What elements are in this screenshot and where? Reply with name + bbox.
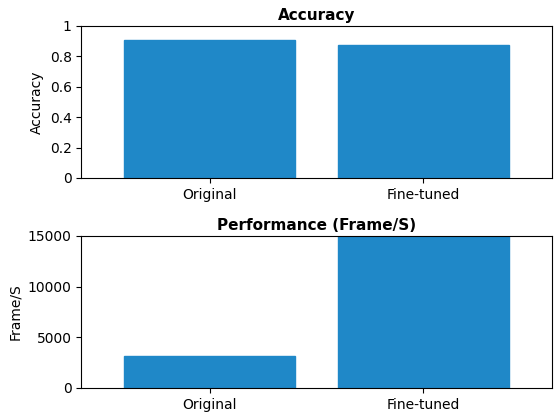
Bar <box>124 40 295 178</box>
Title: Accuracy: Accuracy <box>278 8 356 24</box>
Bar <box>338 236 509 388</box>
Y-axis label: Frame/S: Frame/S <box>8 284 22 340</box>
Bar <box>338 45 509 178</box>
Title: Performance (Frame/S): Performance (Frame/S) <box>217 218 416 234</box>
Y-axis label: Accuracy: Accuracy <box>30 70 44 134</box>
Bar <box>124 355 295 388</box>
